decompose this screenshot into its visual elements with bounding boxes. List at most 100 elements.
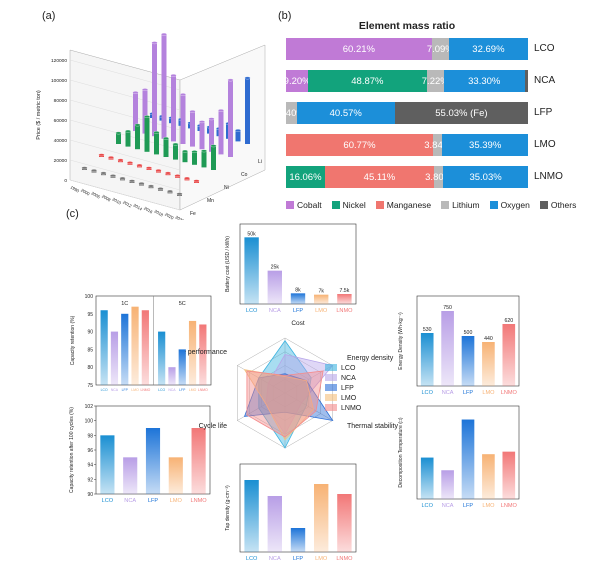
price-bar-co [218,110,224,155]
price-bar-top [180,93,186,96]
price-bar-top [157,187,164,190]
x-axis-label: Cost [291,320,305,326]
x-tick-label: LNMO [336,308,353,314]
price-bar-top [167,189,173,193]
price-bar-top [151,41,158,45]
price-bar-top [218,109,224,112]
legend-label: Others [550,200,577,210]
bar-lco [244,480,259,552]
price-bar-top [138,182,145,185]
panel-a-label: (a) [42,10,56,22]
bar-segment-lithium: 4.40% [278,102,305,124]
y-tick-label: 102 [85,404,94,410]
bar-segment-lithium: 7.22% [422,70,449,92]
legend-item: Lithium [441,200,480,210]
y-axis-label: Tap density (g·cm⁻³) [225,485,231,531]
legend-label: NCA [341,375,356,382]
stacked-bar-nca: 9.20% 48.87% 7.22% 33.30% [284,70,528,92]
price-bar-top [125,129,131,133]
radar-axis-label: Energy density [347,355,394,362]
bar-segment-oxygen: 35.39% [442,134,528,156]
x-tick-label: LFP [293,556,304,562]
bar-segment-oxygen: 33.30% [443,70,525,92]
y-axis-label: Decomposition Temperature (□) [398,417,404,488]
bar-lnmo [502,324,516,386]
data-label: 750 [443,305,452,311]
price-bar-top [134,123,141,127]
price-bar-top [153,131,160,134]
x-tick-label: NCA [269,308,281,314]
price-bar-top [132,91,139,94]
legend-swatch [325,384,337,391]
bar-nca [267,496,282,552]
z-tick-label: 100000 [51,78,67,84]
x-tick-label: LNMO [140,388,150,392]
bar-nca [267,270,282,304]
bar-lco [244,237,259,304]
y-tick-label: 94 [87,463,93,469]
element-axis-label: Ni [224,185,229,191]
element-axis-label: Co [241,172,248,178]
stacked-bar-lnmo: 16.06% 45.11% 3.80% 35.03% [286,166,528,188]
legend-label: Lithium [452,200,480,210]
price-bar-top [142,88,148,91]
price-bar-ni [182,151,188,163]
price-bar-top [165,171,171,175]
x-tick-label: NCA [442,390,454,396]
group-label: 5C [179,301,186,307]
price-bar-top [100,171,107,175]
x-tick-label: LFP [148,498,159,504]
grid-line [69,159,181,191]
price-bar-top [117,158,124,162]
price-bar-top [136,163,143,167]
price-bar-top [98,153,105,157]
x-tick-label: LCO [246,556,258,562]
bar-lco [100,310,108,385]
bar-lmo [188,320,197,385]
price-bar-li [235,130,241,142]
price-bar-top [129,179,135,183]
y-tick-label: 90 [87,492,93,498]
year-label: 2018 [154,209,165,218]
legend-item: Oxygen [489,200,530,210]
x-tick-label: LCO [421,390,433,396]
radar-axis-label: Rate performance [185,349,227,356]
bar-segment-nickel: 48.87% [308,70,427,92]
year-label: 2016 [143,206,154,215]
x-tick-label: NCA [111,388,119,392]
legend-label: Oxygen [500,200,530,210]
legend-swatch [325,404,337,411]
price-bar-top [208,117,215,121]
bar-segment-oxygen: 35.03% [443,166,528,188]
price-bar-top [161,32,167,36]
price-bar-top [119,176,126,180]
tap-density-bar-chart: LCO NCA LFP LMO LNMO Tap density (g·cm⁻³) [225,463,357,562]
x-tick-label: LNMO [336,556,353,562]
legend-swatch [441,201,450,209]
bar-lmo [314,484,329,552]
bar-lmo [482,342,495,386]
data-label: 500 [464,330,473,336]
year-label: 2010 [112,197,123,206]
price-bar-top [148,184,154,188]
stacked-bar-lco: 60.21% 7.09% 32.69% [286,38,528,60]
bar-lnmo [337,494,352,552]
bar-nca [110,331,119,385]
price-bar-co [180,94,186,144]
row-label: LNMO [534,171,563,182]
z-tick-label: 60000 [54,118,68,124]
bar-lfp [290,528,306,552]
price-bar-top [144,115,150,118]
mass-ratio-legend: Cobalt Nickel Manganese Lithium Oxygen Others [286,200,576,210]
bar-nca [441,470,454,499]
bar-lmo [131,306,139,385]
x-tick-label: LMO [170,498,183,504]
stacked-bar-lfp: 4.40% 40.57% 55.03% (Fe) [278,102,528,124]
price-bar-top [210,144,217,148]
y-tick-label: 98 [87,433,93,439]
legend-item: Cobalt [286,200,322,210]
radar-series-lmo [243,369,315,441]
price-bar-co [190,111,195,147]
x-tick-label: LNMO [501,503,518,509]
